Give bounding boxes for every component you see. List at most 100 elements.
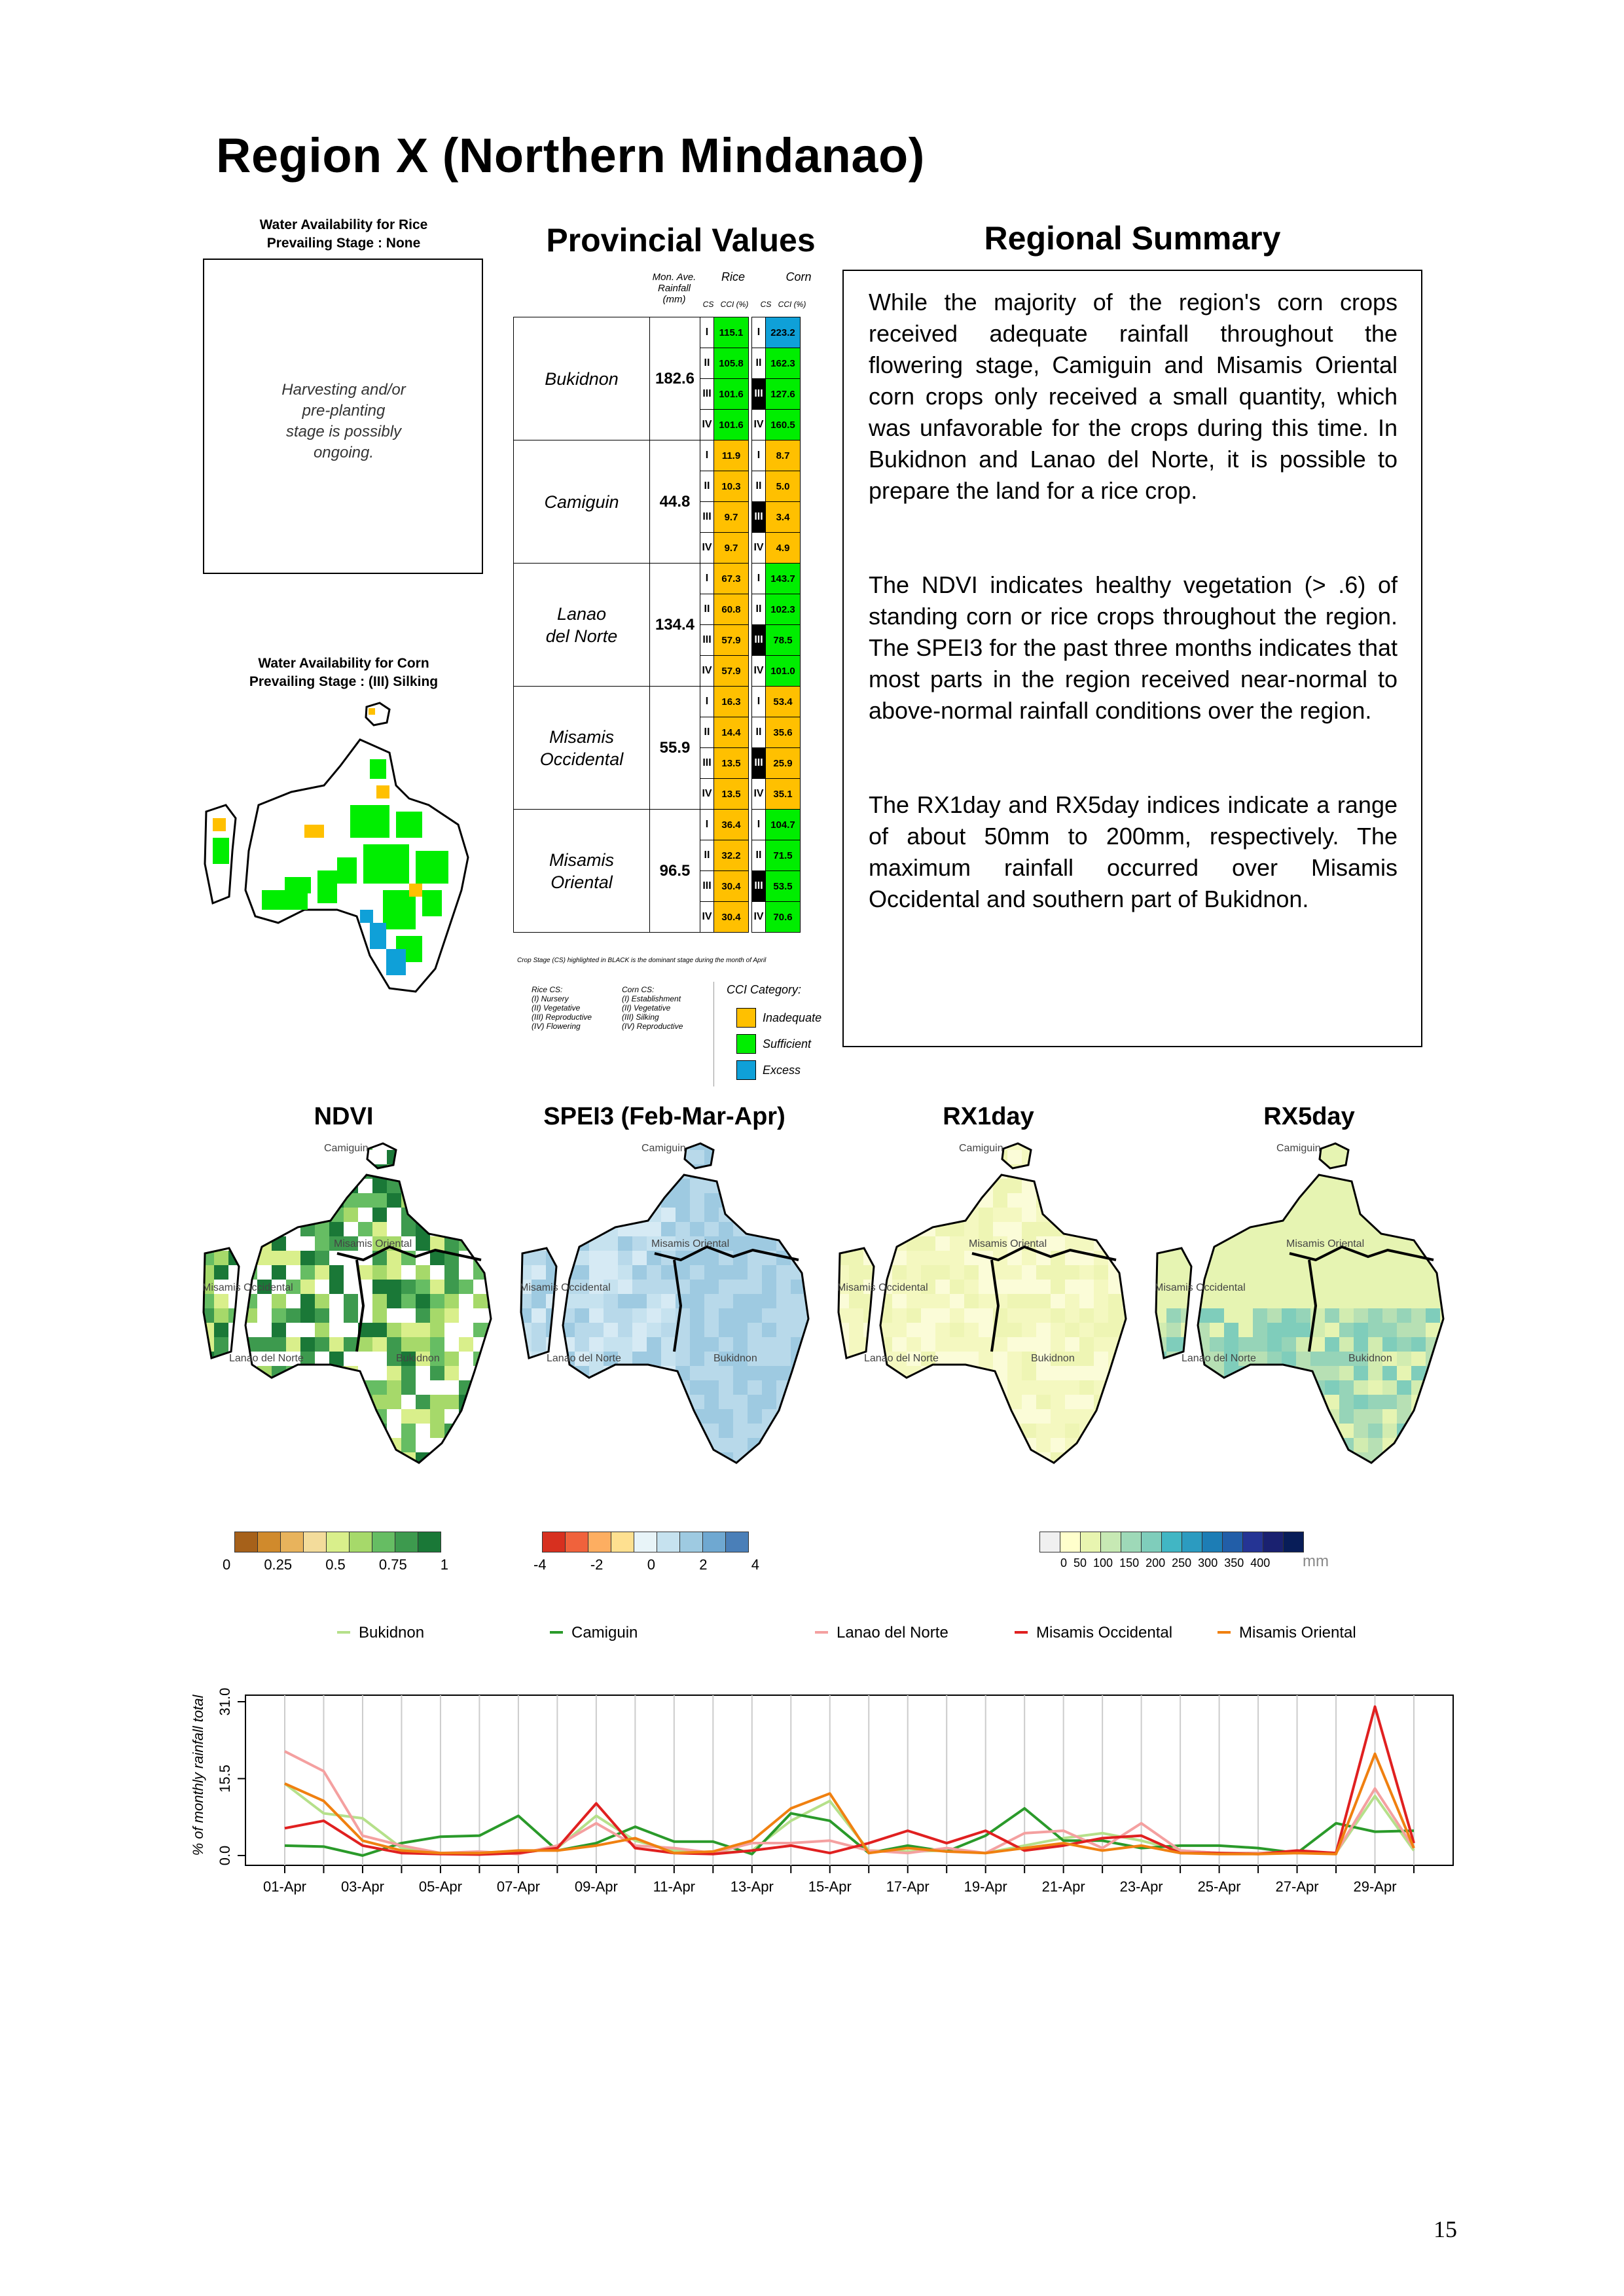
corn-cci-value: 35.6 xyxy=(765,717,801,748)
x-tick-label: 15-Apr xyxy=(808,1878,852,1895)
tick-label: 1 xyxy=(440,1556,448,1573)
rice-panel-caption: Water Availability for Rice Prevailing S… xyxy=(203,216,484,253)
rice-crop-stage: IV xyxy=(700,901,714,933)
rx5day-map: Camiguin Misamis Oriental Misamis Occident… xyxy=(1155,1142,1445,1464)
spei-ticks: -4 -2 0 2 4 xyxy=(533,1556,759,1573)
corn-crop-stage: II xyxy=(751,594,766,625)
rice-crop-stage: II xyxy=(700,471,714,502)
rice-cci-value: 36.4 xyxy=(713,809,749,840)
corn-cci-value: 53.5 xyxy=(765,870,801,902)
corn-cci-value: 71.5 xyxy=(765,840,801,871)
series-line-lanao-del-norte xyxy=(284,1750,1415,1856)
colorbar-swatch xyxy=(703,1532,726,1552)
corn-crop-stage: II xyxy=(751,348,766,379)
x-tick-label: 07-Apr xyxy=(497,1878,540,1895)
rice-crop-stage: I xyxy=(700,563,714,594)
tick-label: -2 xyxy=(590,1556,604,1573)
cci-legend-item: Sufficient xyxy=(736,1031,821,1057)
rx-colorbar xyxy=(1039,1532,1304,1552)
province-rainfall: 55.9 xyxy=(649,686,700,810)
provincial-row: IV 30.4 IV 70.6 xyxy=(514,901,801,933)
series-line-misamis-oriental xyxy=(284,1752,1415,1856)
colorbar-swatch xyxy=(680,1532,703,1552)
x-tick-label: 25-Apr xyxy=(1198,1878,1241,1895)
rice-cci-value: 115.1 xyxy=(713,317,749,348)
x-tick-label: 17-Apr xyxy=(886,1878,929,1895)
cci-label: Excess xyxy=(763,1063,801,1077)
colorbar-swatch xyxy=(1263,1532,1284,1552)
rice-cs-item: (II) Vegetative xyxy=(532,1003,581,1013)
cci-swatch xyxy=(736,1008,756,1028)
rice-crop-stage: IV xyxy=(700,532,714,564)
legend-label: Bukidnon xyxy=(359,1624,424,1641)
cci-legend-item: Excess xyxy=(736,1057,821,1083)
corn-crop-stage: III xyxy=(751,747,766,779)
corn-cci-value: 78.5 xyxy=(765,624,801,656)
rice-crop-stage: II xyxy=(700,717,714,748)
corn-crop-stage: III xyxy=(751,624,766,656)
summary-paragraph-1: While the majority of the region's corn … xyxy=(869,289,1398,504)
plot-frame xyxy=(245,1695,1454,1866)
series-line-bukidnon xyxy=(283,1782,1415,1856)
corn-cs-legend: Corn CS: (I) Establishment (II) Vegetati… xyxy=(622,985,707,1031)
colorbar-swatch xyxy=(1040,1532,1060,1552)
provincial-row: Misamis Oriental 96.5 I 36.4 I 104.7 xyxy=(513,809,801,933)
province-rainfall: 96.5 xyxy=(649,809,700,933)
cci-label: Sufficient xyxy=(763,1037,812,1050)
corn-cs-item: (I) Establishment xyxy=(622,994,681,1003)
tick-label: 0 xyxy=(647,1556,655,1573)
corn-crop-stage: IV xyxy=(751,655,766,687)
corn-crop-stage: I xyxy=(751,809,766,840)
x-tick-label: 09-Apr xyxy=(575,1878,618,1895)
corn-crop-stage: II xyxy=(751,471,766,502)
rice-cci-value: 10.3 xyxy=(713,471,749,502)
map-title-rx5day: RX5day xyxy=(1263,1103,1355,1130)
map-title-rx1day: RX1day xyxy=(943,1103,1034,1130)
rice-box-line: stage is possibly xyxy=(285,423,402,440)
province-name-line: Misamis xyxy=(549,850,614,870)
colorbar-swatch xyxy=(395,1532,418,1552)
corn-cci-value: 102.3 xyxy=(765,594,801,625)
corn-crop-stage: I xyxy=(751,563,766,594)
province-name: Misamis Oriental xyxy=(513,809,650,933)
corn-cci-value: 4.9 xyxy=(765,532,801,564)
cci-swatch xyxy=(736,1060,756,1080)
corn-crop-stage: I xyxy=(751,317,766,348)
corn-crop-stage: I xyxy=(751,686,766,717)
summary-paragraph-3: The RX1day and RX5day indices indicate a… xyxy=(869,791,1398,912)
rice-crop-stage: III xyxy=(700,624,714,656)
x-tick-label: 13-Apr xyxy=(731,1878,774,1895)
province-name: Misamis Occidental xyxy=(513,686,650,810)
provincial-row: III 30.4 III 53.5 xyxy=(514,870,801,902)
corn-cs-item: (III) Silking xyxy=(622,1013,659,1022)
x-tick-label: 11-Apr xyxy=(653,1878,695,1895)
corn-cci-header: CCI (%) xyxy=(778,300,806,309)
colorbar-swatch xyxy=(372,1532,395,1552)
provincial-row: II 105.8 II 162.3 xyxy=(514,348,801,379)
rice-cci-value: 9.7 xyxy=(713,532,749,564)
corn-crop-stage: II xyxy=(751,717,766,748)
corn-cci-value: 104.7 xyxy=(765,809,801,840)
rice-cs-item: (IV) Flowering xyxy=(532,1022,581,1031)
province-rainfall: 44.8 xyxy=(649,440,700,564)
corn-availability-map xyxy=(204,702,469,993)
rain-header: Mon. Ave. Rainfall (mm) xyxy=(648,272,700,305)
map-label-bukidnon: Bukidnon xyxy=(1348,1353,1392,1364)
y-tick-label: 15.5 xyxy=(217,1765,233,1793)
corn-crop-stage: IV xyxy=(751,901,766,933)
rice-caption-stage: Prevailing Stage : None xyxy=(266,236,421,251)
x-tick-label: 29-Apr xyxy=(1353,1878,1396,1895)
tick-label: 0.25 xyxy=(264,1556,293,1573)
map-label-camiguin: Camiguin xyxy=(641,1143,686,1154)
map-label-mis_or: Misamis Oriental xyxy=(969,1238,1047,1249)
map-title-spei3: SPEI3 (Feb-Mar-Apr) xyxy=(543,1103,785,1130)
rice-cci-value: 9.7 xyxy=(713,501,749,533)
rain-header-line: Mon. Ave. xyxy=(652,272,696,283)
provincial-title: Provincial Values xyxy=(546,222,816,259)
tick-label: 0.5 xyxy=(325,1556,346,1573)
provincial-row: Misamis Occidental 55.9 I 16.3 I 53.4 xyxy=(513,686,801,810)
rice-box-line: Harvesting and/or xyxy=(281,381,406,399)
rice-crop-stage: II xyxy=(700,840,714,871)
x-tick-label: 23-Apr xyxy=(1120,1878,1163,1895)
provincial-row: II 60.8 II 102.3 xyxy=(514,594,801,625)
